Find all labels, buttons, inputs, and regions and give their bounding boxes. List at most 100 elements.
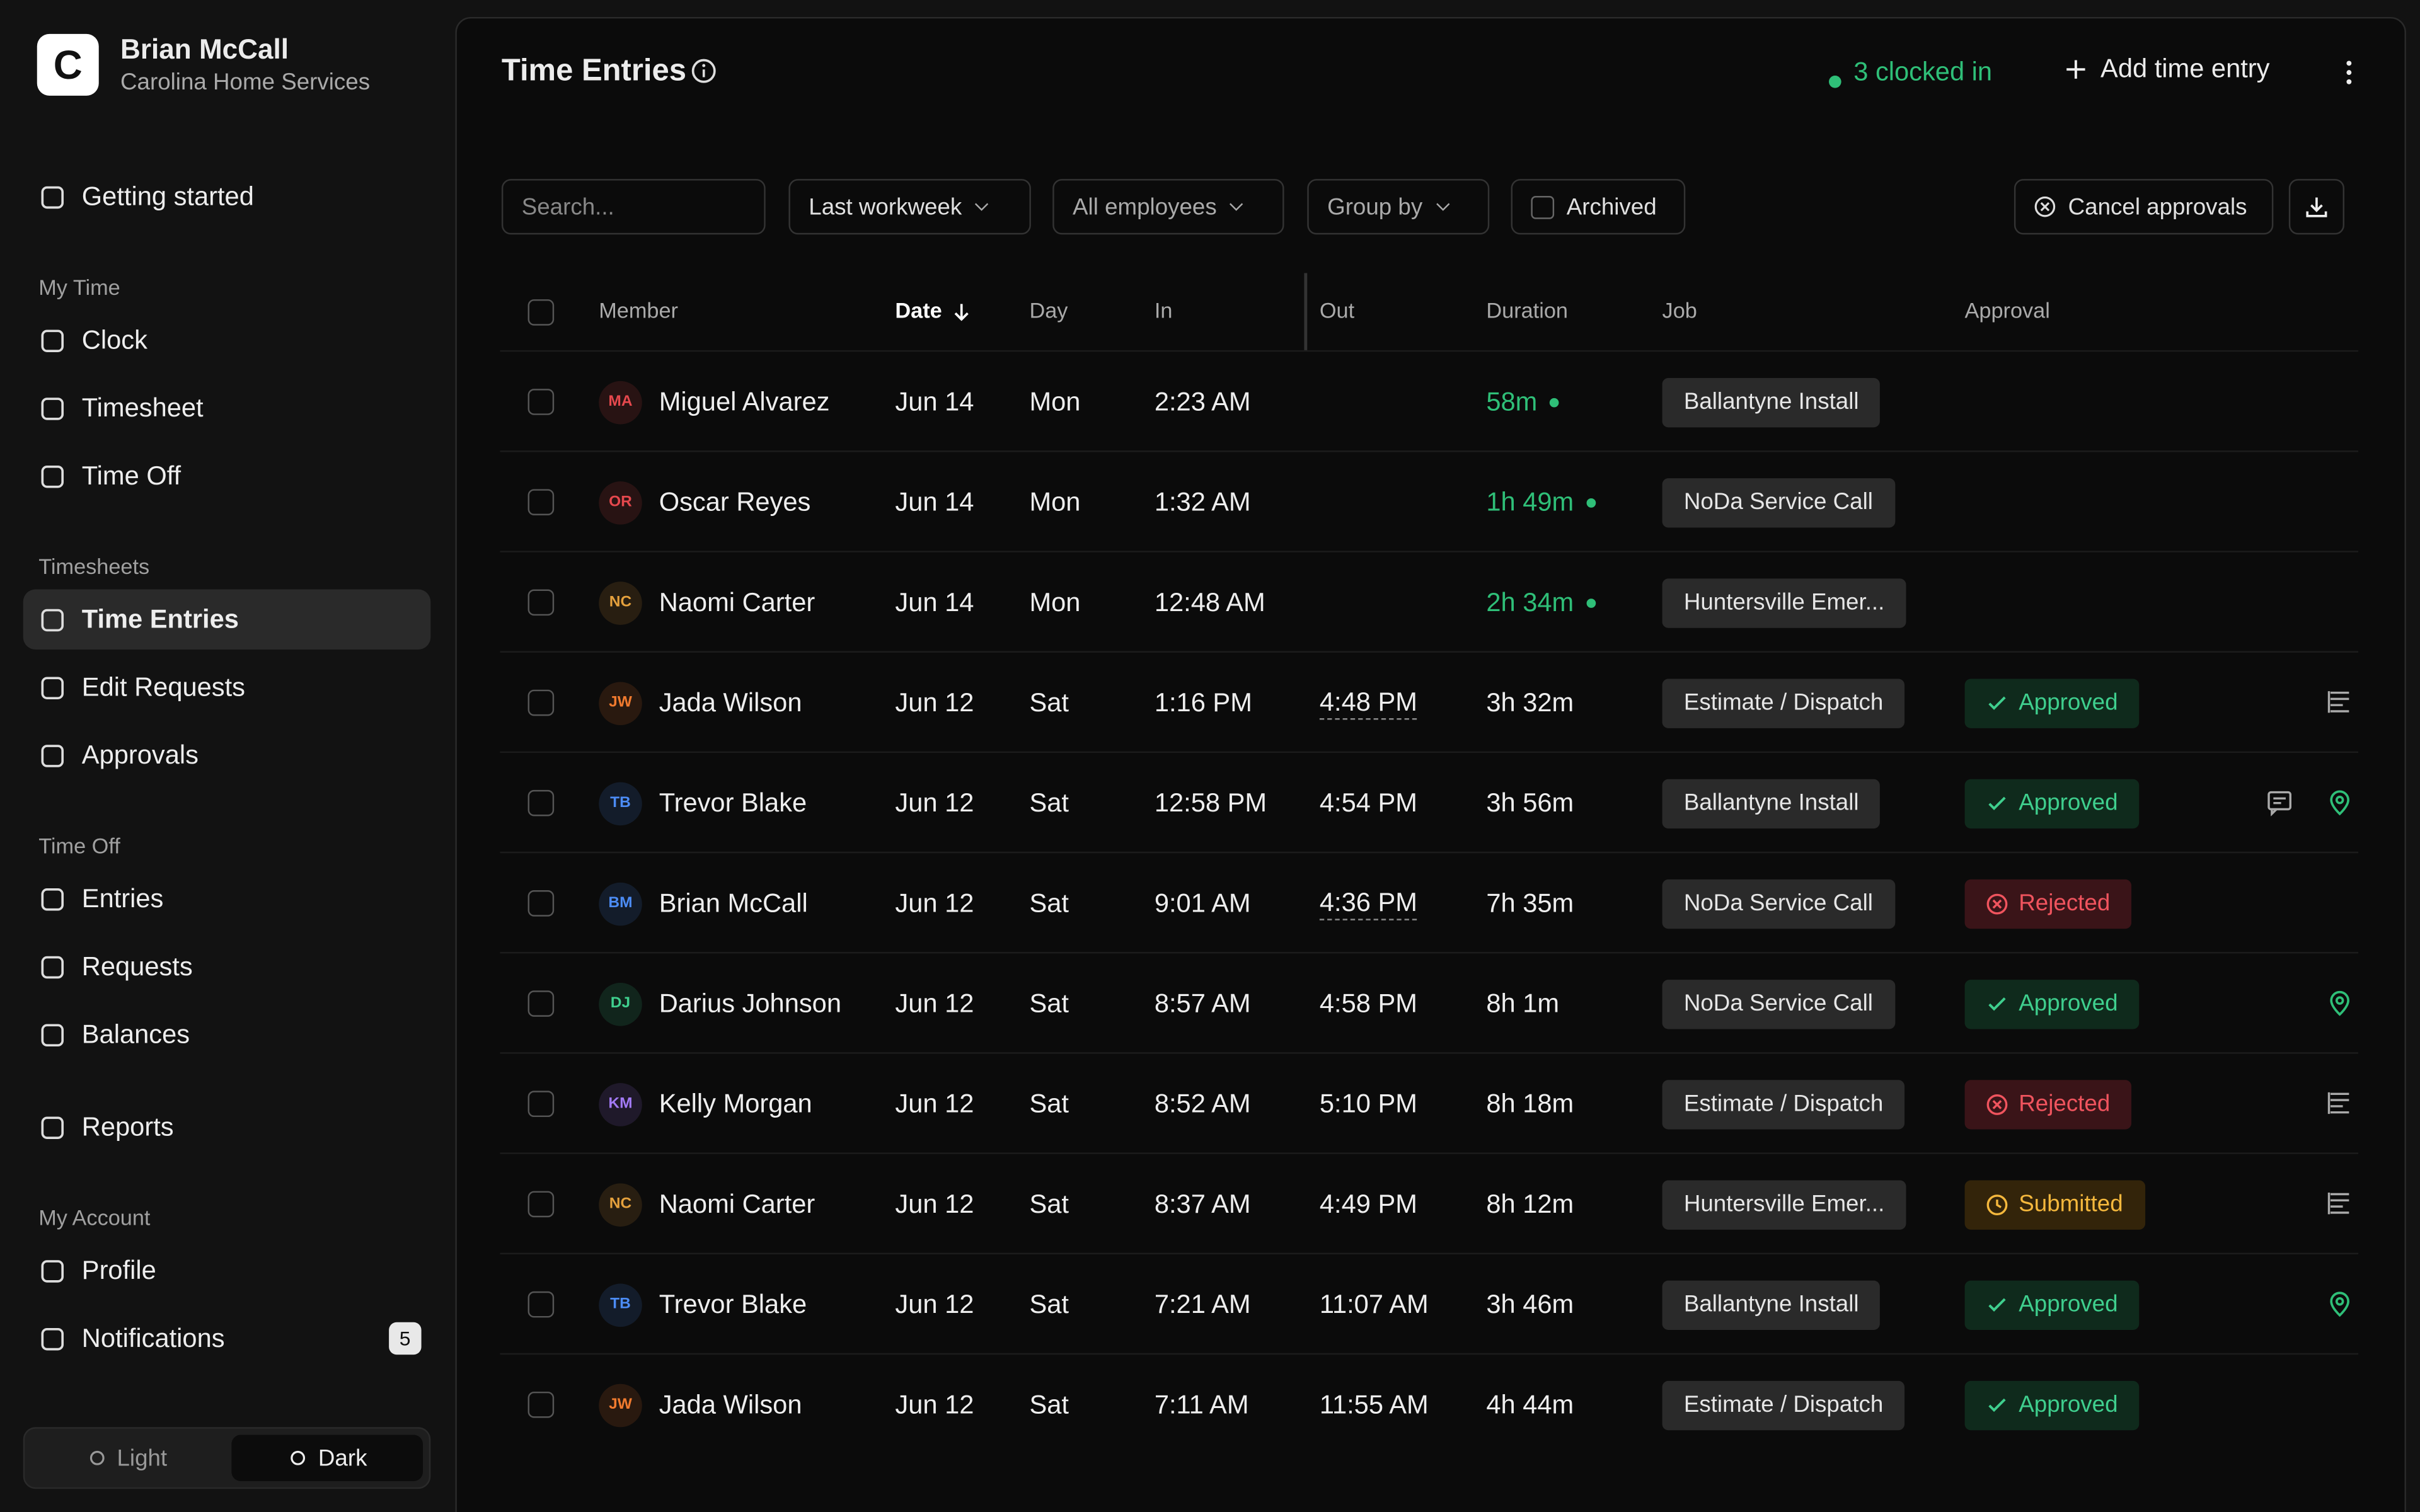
row-pin-icon[interactable] (2326, 788, 2354, 816)
row-checkbox[interactable] (527, 489, 555, 515)
table-row[interactable]: TB Trevor Blake Jun 12 Sat 7:21 AM 11:07 AM 3h… (500, 1252, 2359, 1355)
employee-select[interactable]: All employees (1052, 179, 1284, 235)
nav-item[interactable]: Requests (23, 937, 431, 997)
table-row[interactable]: NC Naomi Carter Jun 12 Sat 8:37 AM 4:49 PM 8h … (500, 1152, 2359, 1254)
nav-item[interactable]: Timesheet (23, 378, 431, 438)
archived-label: Archived (1566, 193, 1657, 220)
download-button[interactable] (2288, 179, 2345, 235)
nav-item[interactable]: Notifications 5 (23, 1309, 431, 1369)
job-tag: Ballantyne Install (1662, 778, 1881, 828)
approval-badge: Approved (1964, 978, 2140, 1029)
archived-checkbox[interactable] (1531, 195, 1555, 219)
avatar: MA (599, 380, 642, 424)
column-header[interactable]: Member (599, 297, 678, 323)
table-row[interactable]: OR Oscar Reyes Jun 14 Mon 1:32 AM 1h 49m NoDa … (500, 450, 2359, 553)
nav-item[interactable]: Time Off (23, 446, 431, 507)
table-row[interactable]: NC Naomi Carter Jun 14 Mon 12:48 AM 2h 34m Hun… (500, 551, 2359, 653)
page-title: Time Entries (501, 54, 687, 88)
day: Mon (1029, 386, 1081, 416)
info-icon[interactable] (691, 59, 716, 83)
column-header[interactable]: Out (1319, 297, 1355, 323)
row-note-icon[interactable] (2326, 1189, 2354, 1217)
column-header[interactable]: Approval (1964, 297, 2050, 323)
nav-item[interactable]: Profile (23, 1240, 431, 1301)
date: Jun 12 (895, 1188, 974, 1218)
range-label: Last workweek (809, 193, 962, 220)
avatar: TB (599, 781, 642, 825)
nav-item[interactable]: Approvals (23, 725, 431, 786)
search-input[interactable]: Search... (501, 179, 766, 235)
table-row[interactable]: BM Brian McCall Jun 12 Sat 9:01 AM 4:36 PM 7h … (500, 851, 2359, 954)
nav-item[interactable]: Entries (23, 869, 431, 929)
nav-section-title: My Time (38, 274, 120, 300)
column-header[interactable]: In (1154, 297, 1173, 323)
nav-item[interactable]: Reports (23, 1097, 431, 1157)
approval-badge: Rejected (1964, 1079, 2132, 1129)
range-select[interactable]: Last workweek (788, 179, 1031, 235)
row-checkbox[interactable] (527, 990, 555, 1017)
nav-icon (41, 1259, 64, 1282)
row-checkbox[interactable] (527, 389, 555, 415)
row-checkbox[interactable] (527, 1391, 555, 1418)
group-select[interactable]: Group by (1307, 179, 1490, 235)
nav-item[interactable]: Balances (23, 1004, 431, 1065)
approval-icon (1986, 1194, 2008, 1215)
duration: 8h 18m (1486, 1088, 1574, 1118)
table-row[interactable]: KM Kelly Morgan Jun 12 Sat 8:52 AM 5:10 PM 8h … (500, 1052, 2359, 1154)
nav-icon (41, 1023, 64, 1046)
duration: 1h 49m (1486, 487, 1596, 518)
row-comment-icon[interactable] (2266, 788, 2293, 816)
nav-label: Time Off (81, 461, 182, 490)
column-header[interactable]: Day (1029, 297, 1068, 323)
archived-toggle[interactable]: Archived (1511, 179, 1686, 235)
nav-label: Edit Requests (81, 672, 246, 702)
job-tag: Ballantyne Install (1662, 377, 1881, 427)
row-note-icon[interactable] (2326, 688, 2354, 716)
row-checkbox[interactable] (527, 689, 555, 716)
nav-item[interactable]: Edit Requests (23, 657, 431, 718)
row-pin-icon[interactable] (2326, 989, 2354, 1017)
add-entry-label: Add time entry (2100, 54, 2270, 84)
running-dot (1549, 398, 1559, 408)
column-header[interactable]: Duration (1486, 297, 1568, 323)
sidebar: C Brian McCall Carolina Home Services Ge… (0, 0, 455, 1512)
row-note-icon[interactable] (2326, 1089, 2354, 1117)
company-name: Carolina Home Services (120, 69, 371, 96)
job-tag: Huntersville Emer... (1662, 1179, 1906, 1229)
row-checkbox[interactable] (527, 1291, 555, 1318)
table-row[interactable]: DJ Darius Johnson Jun 12 Sat 8:57 AM 4:58 PM 8… (500, 952, 2359, 1054)
date: Jun 14 (895, 587, 974, 617)
nav-section-title: Timesheets (38, 554, 150, 579)
row-pin-icon[interactable] (2326, 1290, 2354, 1317)
avatar: NC (599, 581, 642, 624)
nav-item[interactable]: Clock (23, 310, 431, 370)
nav-icon (41, 329, 64, 352)
day: Sat (1029, 1188, 1069, 1218)
row-checkbox[interactable] (527, 789, 555, 816)
add-entry-button[interactable]: Add time entry (2063, 54, 2269, 85)
row-checkbox[interactable] (527, 1091, 555, 1118)
cancel-approvals-button[interactable]: Cancel approvals (2014, 179, 2274, 235)
nav-item[interactable]: Time Entries (23, 589, 431, 650)
row-checkbox[interactable] (527, 890, 555, 917)
clocked-in-status[interactable]: 3 clocked in (1853, 57, 1993, 87)
nav-item[interactable]: Getting started (23, 166, 431, 227)
column-header[interactable]: Date (895, 298, 972, 323)
row-checkbox[interactable] (527, 589, 555, 616)
row-checkbox[interactable] (527, 1191, 555, 1218)
table-row[interactable]: JW Jada Wilson Jun 12 Sat 7:11 AM 11:55 AM 4h … (500, 1353, 2359, 1455)
more-menu[interactable] (2337, 59, 2361, 86)
employee-label: All employees (1073, 193, 1217, 220)
table-row[interactable]: MA Miguel Alvarez Jun 14 Mon 2:23 AM 58m Balla… (500, 350, 2359, 452)
table-row[interactable]: JW Jada Wilson Jun 12 Sat 1:16 PM 4:48 PM 3h 3… (500, 651, 2359, 753)
duration: 3h 46m (1486, 1289, 1574, 1319)
table-row[interactable]: TB Trevor Blake Jun 12 Sat 12:58 PM 4:54 PM 3h… (500, 751, 2359, 854)
theme-option[interactable]: Light (31, 1435, 222, 1481)
nav-label: Clock (81, 324, 147, 355)
member-name: Trevor Blake (659, 788, 807, 817)
column-header[interactable]: Job (1662, 297, 1697, 323)
theme-option[interactable]: Dark (231, 1435, 424, 1482)
day: Sat (1029, 687, 1069, 717)
select-all-checkbox[interactable] (527, 299, 555, 326)
